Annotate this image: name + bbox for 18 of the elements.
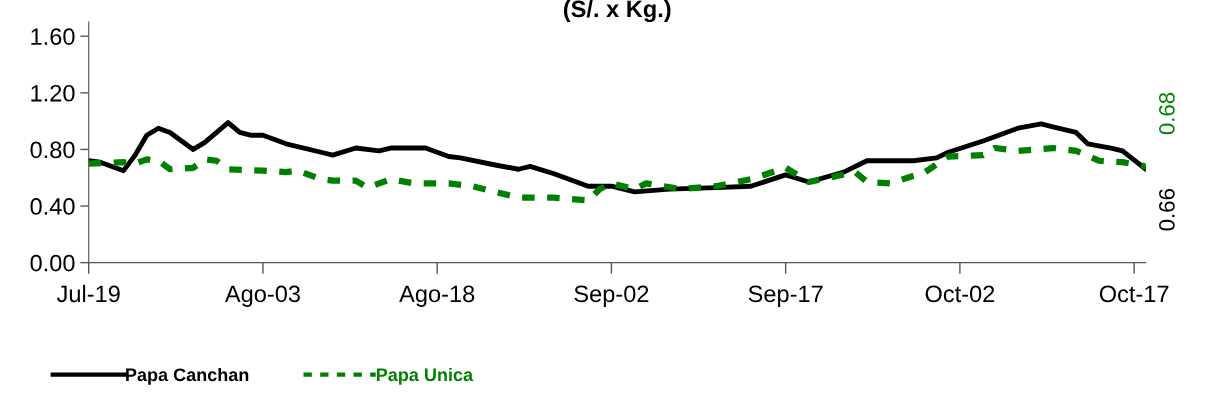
chart-title: (S/. x Kg.)	[563, 0, 671, 23]
y-tick-label: 1.20	[31, 84, 75, 102]
x-tick-label: Jul-19	[56, 284, 120, 303]
y-tick-label: 0.80	[30, 141, 75, 159]
y-tick-label: 1.60	[31, 28, 75, 45]
legend-label: Papa Canchan	[126, 367, 249, 385]
x-tick-label: Ago-03	[224, 285, 300, 307]
data-label: 0.68	[1159, 92, 1175, 135]
x-tick-label: Sep-02	[574, 285, 649, 307]
legend-label: Papa Unica	[376, 367, 474, 385]
x-tick-label: Oct-02	[925, 285, 995, 303]
y-tick-label: 0.40	[30, 198, 75, 215]
data-label: 0.66	[1159, 189, 1175, 231]
y-tick-label: 0.00	[30, 254, 75, 272]
x-tick-label: Sep-17	[748, 285, 823, 307]
x-tick-label: Ago-18	[399, 285, 475, 307]
line-series	[88, 120, 1146, 195]
x-tick-label: Oct-17	[1099, 285, 1169, 303]
